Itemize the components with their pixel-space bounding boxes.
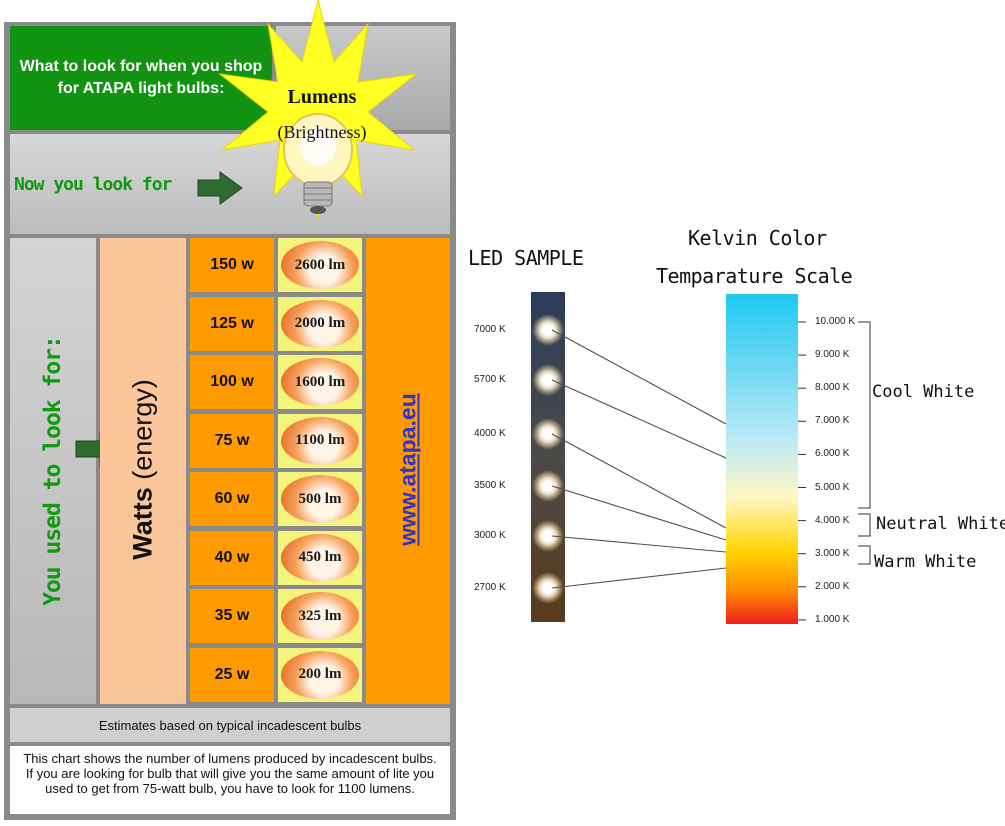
watts-cell: 25 w — [190, 647, 274, 702]
lumens-cell: 325 lm — [278, 589, 362, 643]
scale-tick-label: 2.000 K — [815, 580, 850, 592]
kelvin-title-line2: Temparature Scale — [656, 264, 853, 288]
led-kelvin-label: 5700 K — [474, 374, 506, 385]
lumens-chart: What to look for when you shop for ATAPA… — [4, 22, 456, 820]
watts-cell: 35 w — [190, 589, 274, 643]
watts-cell: 60 w — [190, 472, 274, 526]
led-connector-line — [551, 567, 727, 589]
brightness-label: (Brightness) — [277, 122, 367, 142]
led-kelvin-label: 3000 K — [474, 530, 506, 541]
now-look-for-label: Now you look for — [14, 174, 172, 195]
cool-white-label: Cool White — [872, 382, 975, 402]
warm-white-label: Warm White — [874, 552, 977, 572]
led-kelvin-label: 3500 K — [474, 480, 506, 491]
lumens-cell: 450 lm — [278, 530, 362, 585]
used-to-look-for-column: You used to look for: — [10, 238, 96, 704]
led-connector-line — [551, 329, 727, 425]
lumens-value: 200 lm — [281, 650, 359, 699]
arrow-right-icon — [197, 171, 243, 205]
header-text: What to look for when you shop for ATAPA… — [19, 58, 263, 97]
lumens-cell: 2600 lm — [278, 238, 362, 292]
energy-word: (energy) — [127, 379, 158, 480]
lumens-label: Lumens — [287, 86, 357, 108]
watts-column: Watts (energy) — [100, 238, 186, 704]
led-connector-line — [551, 485, 727, 541]
lumens-value: 1100 lm — [281, 416, 359, 465]
used-to-look-for-label: You used to look for: — [40, 336, 66, 606]
scale-tick-label: 9.000 K — [815, 349, 850, 361]
lumens-cell: 1600 lm — [278, 355, 362, 409]
lumens-value: 325 lm — [281, 592, 359, 640]
lumens-cell: 1100 lm — [278, 413, 362, 468]
scale-tick-label: 5.000 K — [815, 481, 850, 493]
kelvin-title-line1: Kelvin Color — [688, 226, 827, 250]
watts-cell: 100 w — [190, 355, 274, 409]
scale-tick-label: 1.000 K — [815, 613, 850, 625]
estimate-note-text: Estimates based on typical incadescent b… — [98, 717, 362, 733]
description-box: This chart shows the number of lumens pr… — [10, 746, 450, 814]
estimate-note: Estimates based on typical incadescent b… — [10, 708, 450, 742]
led-strip — [531, 292, 565, 622]
scale-tick-label: 6.000 K — [815, 448, 850, 460]
led-light-core — [542, 428, 554, 440]
scale-tick-label: 4.000 K — [815, 514, 850, 526]
description-text: This chart shows the number of lumens pr… — [23, 751, 437, 796]
led-light-core — [542, 324, 554, 336]
led-connector-line — [551, 379, 727, 459]
lumens-value: 450 lm — [281, 533, 359, 582]
lumens-cell: 200 lm — [278, 647, 362, 702]
lumens-value: 1600 lm — [281, 358, 359, 406]
kelvin-gradient-bar — [726, 294, 798, 624]
lumens-value: 2600 lm — [281, 241, 359, 289]
light-bulb-burst-icon — [218, 0, 418, 221]
kelvin-diagram — [531, 292, 871, 624]
led-sample-title: LED SAMPLE — [468, 246, 584, 270]
watts-cell: 40 w — [190, 530, 274, 585]
led-kelvin-label: 4000 K — [474, 428, 506, 439]
led-light-core — [542, 530, 554, 542]
led-connector-line — [551, 433, 727, 529]
neutral-white-label: Neutral White — [876, 514, 1005, 534]
led-kelvin-label: 2700 K — [474, 582, 506, 593]
watts-cell: 75 w — [190, 413, 274, 468]
watts-cell: 125 w — [190, 296, 274, 351]
led-connector-line — [551, 535, 727, 553]
group-brackets — [858, 321, 871, 565]
led-kelvin-label: 7000 K — [474, 324, 506, 335]
lumens-value: 2000 lm — [281, 299, 359, 348]
scale-tick-label: 3.000 K — [815, 547, 850, 559]
website-link[interactable]: www.atapa.eu — [394, 393, 421, 546]
now-look-for-row: Now you look for — [10, 134, 450, 234]
scale-tick-label: 10.000 K — [815, 316, 856, 327]
led-light-core — [542, 374, 554, 386]
watts-word: Watts — [127, 487, 158, 560]
scale-tick-label: 7.000 K — [815, 415, 850, 427]
website-column: www.atapa.eu — [366, 238, 450, 704]
lumens-cell: 500 lm — [278, 472, 362, 526]
led-light-core — [542, 480, 554, 492]
lumens-cell: 2000 lm — [278, 296, 362, 351]
lumens-value: 500 lm — [281, 475, 359, 523]
watts-cell: 150 w — [190, 238, 274, 292]
kelvin-scale-chart: LED SAMPLE Kelvin Color Temparature Scal… — [460, 180, 1005, 660]
watts-energy-label: Watts (energy) — [128, 327, 159, 613]
scale-tick-label: 8.000 K — [815, 382, 850, 394]
led-light-core — [542, 582, 554, 594]
